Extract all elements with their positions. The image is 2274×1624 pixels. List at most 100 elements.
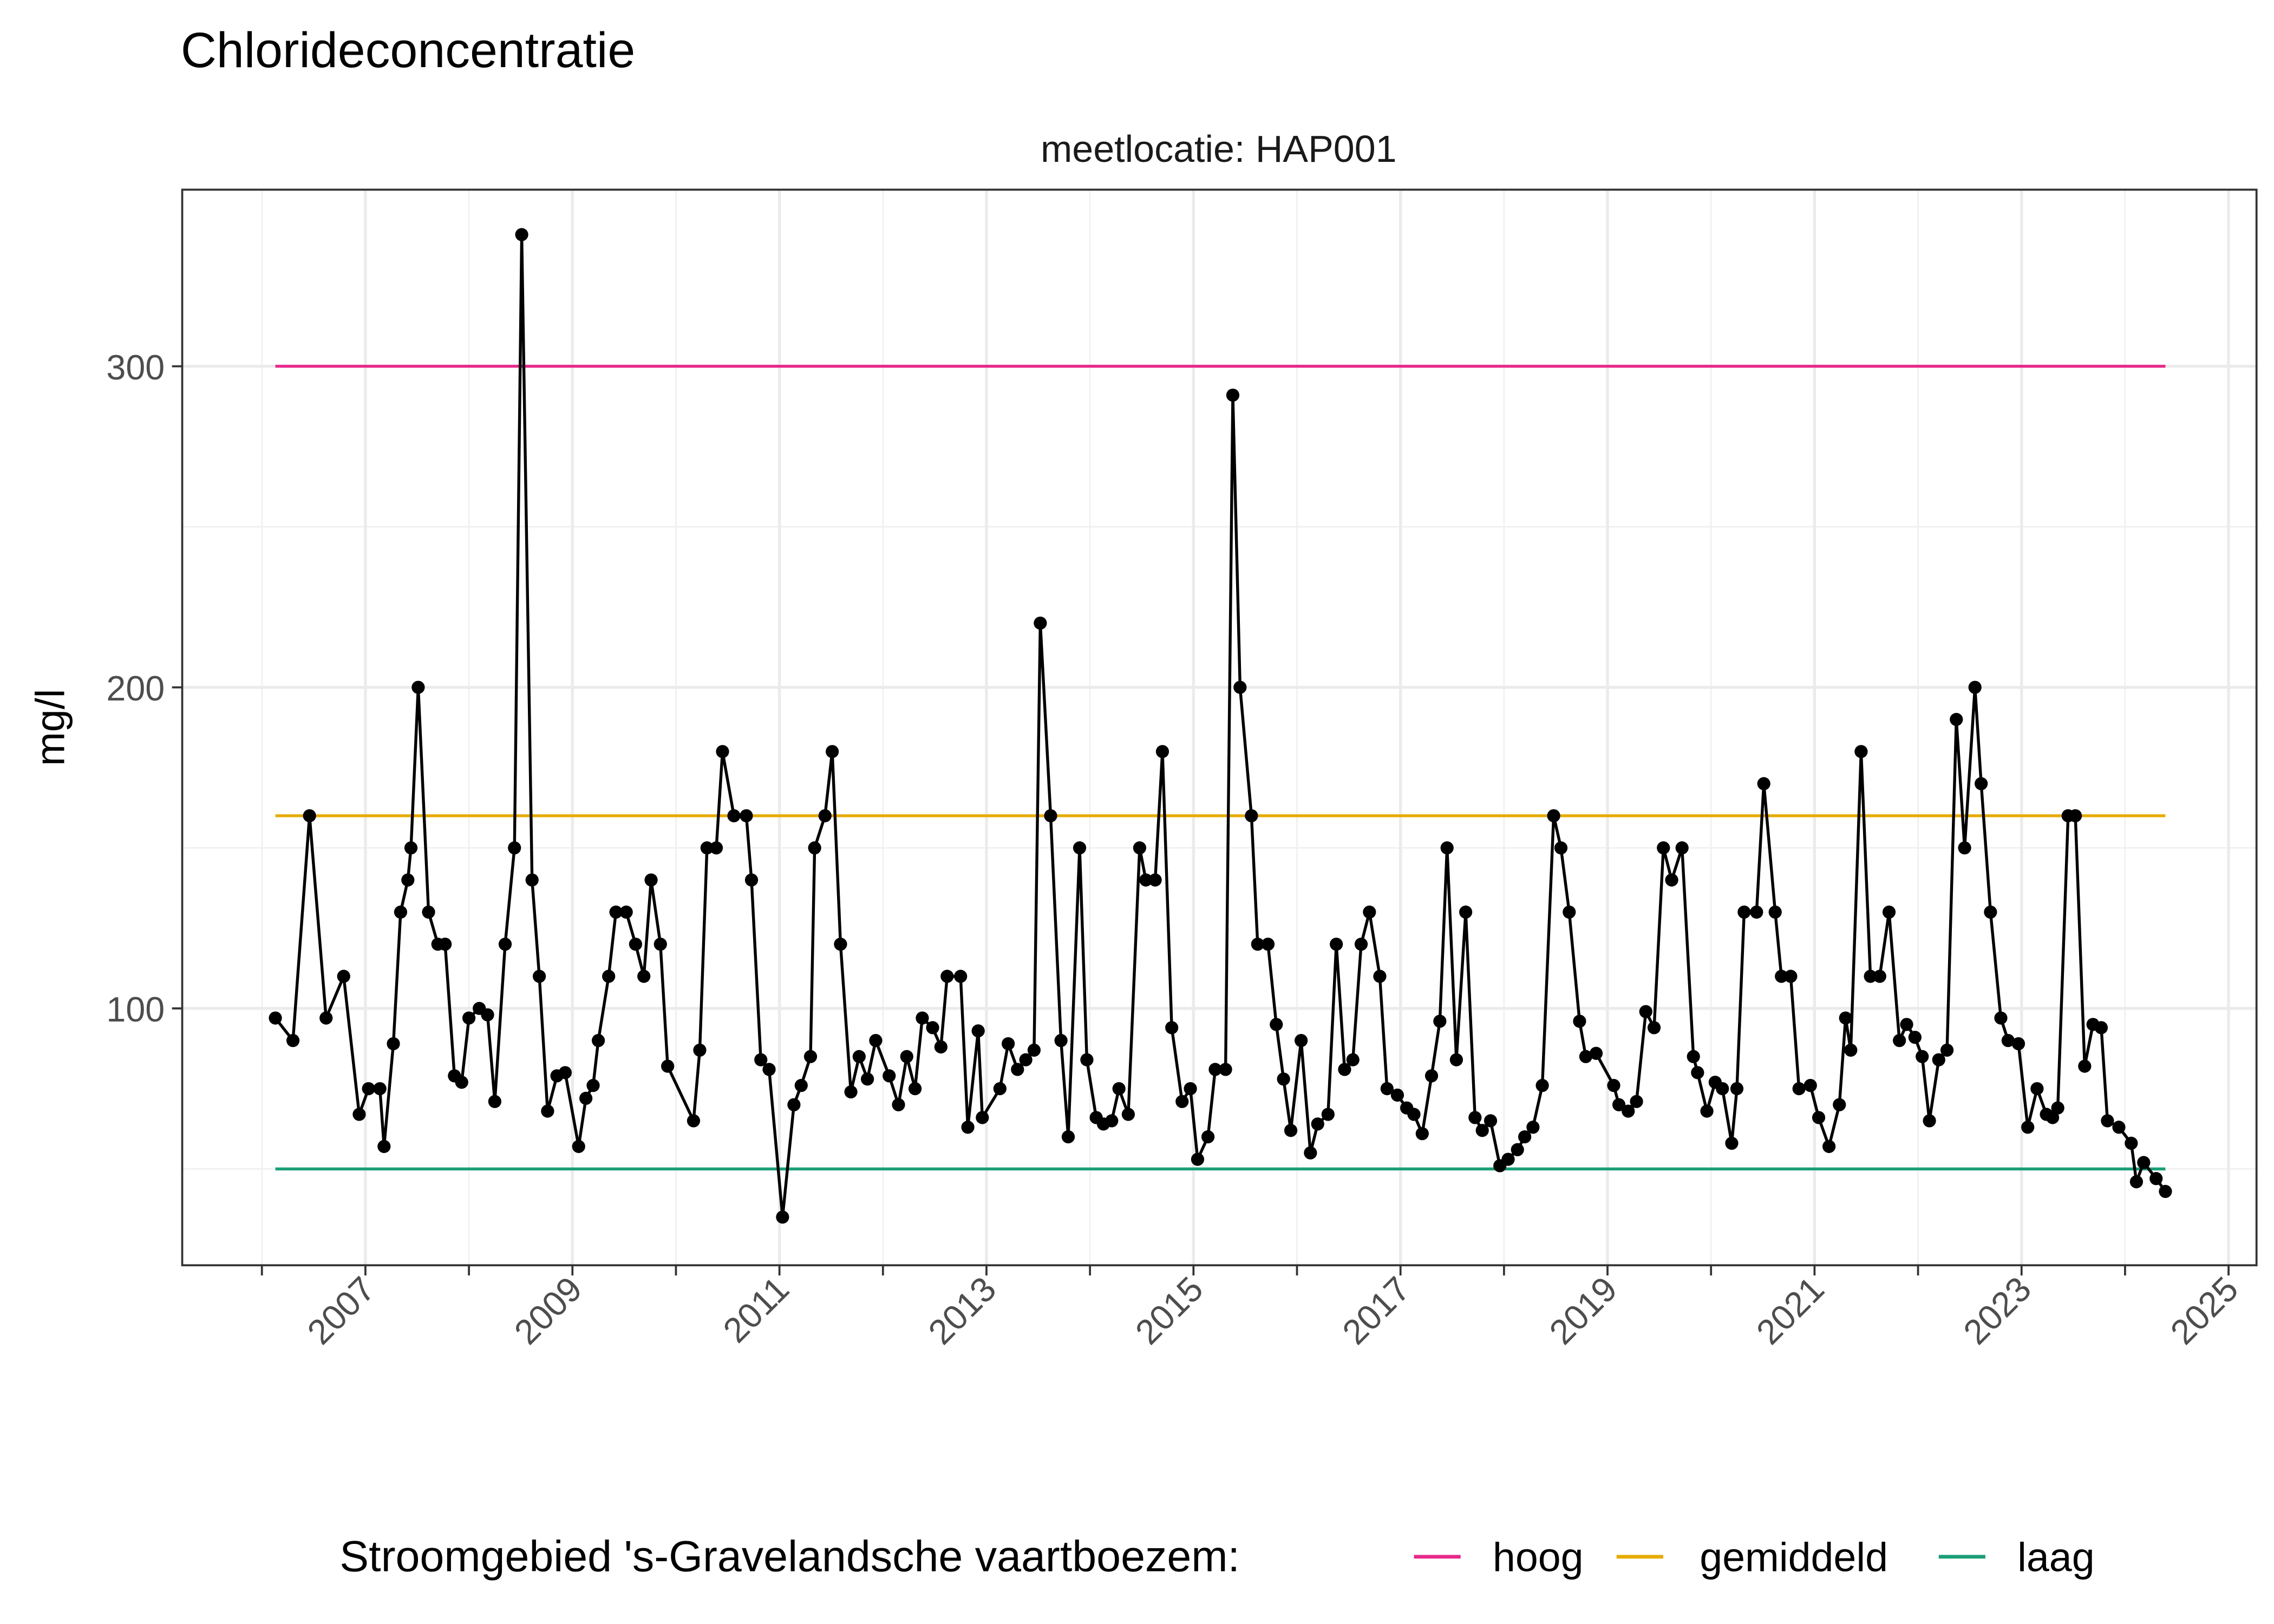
legend-item-hoog: hoog bbox=[1414, 1535, 1584, 1580]
data-point bbox=[976, 1111, 989, 1124]
data-point bbox=[818, 809, 832, 823]
data-point bbox=[1295, 1034, 1308, 1047]
data-point bbox=[515, 228, 528, 241]
data-point bbox=[1665, 873, 1678, 887]
data-point bbox=[455, 1076, 468, 1089]
data-point bbox=[1535, 1079, 1549, 1092]
data-point bbox=[993, 1082, 1007, 1096]
data-point bbox=[2021, 1121, 2035, 1134]
data-point bbox=[1155, 745, 1169, 758]
data-point bbox=[1812, 1111, 1826, 1124]
data-point bbox=[1547, 809, 1560, 823]
data-point bbox=[2101, 1114, 2114, 1128]
data-point bbox=[961, 1121, 975, 1134]
data-point bbox=[362, 1082, 375, 1096]
legend-item-laag: laag bbox=[1938, 1535, 2095, 1580]
data-point bbox=[2046, 1111, 2060, 1124]
data-point bbox=[787, 1098, 801, 1111]
data-point bbox=[776, 1210, 789, 1224]
data-point bbox=[1737, 905, 1751, 919]
data-point bbox=[1893, 1034, 1906, 1047]
data-point bbox=[709, 841, 723, 855]
data-point bbox=[1468, 1111, 1482, 1124]
data-point bbox=[1803, 1079, 1817, 1092]
data-point bbox=[2030, 1082, 2044, 1096]
data-point bbox=[1873, 970, 1886, 983]
x-tick-label: 2007 bbox=[300, 1269, 383, 1352]
data-point bbox=[1175, 1095, 1189, 1108]
data-point bbox=[1622, 1104, 1635, 1118]
data-point bbox=[586, 1079, 600, 1092]
data-point bbox=[794, 1079, 808, 1092]
x-tick-label: 2021 bbox=[1749, 1269, 1832, 1352]
data-point bbox=[1424, 1069, 1439, 1083]
data-point bbox=[498, 938, 512, 951]
x-tick-label: 2011 bbox=[716, 1269, 796, 1350]
data-point bbox=[940, 970, 954, 983]
data-point bbox=[744, 873, 759, 887]
data-point bbox=[1882, 905, 1896, 919]
data-point bbox=[1657, 841, 1670, 855]
data-point bbox=[1277, 1072, 1290, 1086]
data-point bbox=[1839, 1011, 1852, 1025]
data-point bbox=[525, 873, 539, 887]
data-point bbox=[591, 1034, 605, 1047]
data-point bbox=[541, 1104, 554, 1118]
data-point bbox=[762, 1063, 776, 1076]
data-point bbox=[2137, 1156, 2151, 1169]
data-point bbox=[303, 809, 316, 823]
data-point bbox=[1311, 1117, 1324, 1131]
data-point bbox=[1518, 1130, 1532, 1144]
data-point bbox=[1607, 1079, 1620, 1092]
facet-label: meetlocatie: HAP001 bbox=[1041, 128, 1397, 170]
x-axis: 2007 2009 2011 2013 2015 2017 2019 2021 2023 2025 bbox=[260, 1265, 2246, 1352]
data-point bbox=[971, 1024, 985, 1038]
data-point bbox=[602, 970, 616, 983]
data-point bbox=[1554, 841, 1568, 855]
data-point bbox=[1612, 1098, 1626, 1111]
data-point bbox=[2069, 809, 2082, 823]
plot-panel bbox=[181, 188, 2258, 1267]
data-point bbox=[488, 1095, 502, 1108]
data-point bbox=[1579, 1050, 1592, 1063]
data-point bbox=[1380, 1082, 1394, 1096]
data-point bbox=[1407, 1108, 1421, 1121]
data-point bbox=[908, 1082, 922, 1096]
data-point bbox=[572, 1140, 585, 1153]
data-point bbox=[508, 841, 521, 855]
data-point bbox=[1589, 1046, 1603, 1060]
data-point bbox=[2159, 1184, 2172, 1199]
data-point bbox=[2001, 1034, 2015, 1047]
legend: Stroomgebied 's-Gravelandsche vaartboeze… bbox=[339, 1533, 2094, 1581]
data-point bbox=[481, 1008, 494, 1021]
data-point bbox=[1112, 1082, 1126, 1096]
data-point bbox=[1251, 938, 1264, 951]
data-point bbox=[1563, 905, 1576, 919]
data-point bbox=[1675, 841, 1689, 855]
data-point bbox=[286, 1034, 300, 1047]
data-point bbox=[1201, 1130, 1215, 1144]
data-point bbox=[439, 938, 452, 951]
data-point bbox=[462, 1011, 476, 1025]
data-point bbox=[900, 1050, 913, 1063]
data-point bbox=[1105, 1114, 1119, 1128]
x-tick-label: 2009 bbox=[507, 1269, 590, 1352]
data-point bbox=[394, 905, 408, 919]
data-point bbox=[803, 1050, 818, 1063]
data-point bbox=[869, 1034, 883, 1047]
data-point bbox=[579, 1091, 593, 1105]
data-point bbox=[1975, 777, 1988, 790]
data-point bbox=[1184, 1082, 1197, 1096]
data-series bbox=[269, 228, 2172, 1224]
data-point bbox=[883, 1069, 896, 1083]
data-point bbox=[1219, 1063, 1232, 1076]
data-point bbox=[1233, 680, 1247, 694]
data-point bbox=[852, 1050, 866, 1063]
data-point bbox=[916, 1011, 929, 1025]
data-point bbox=[1940, 1043, 1954, 1057]
x-tick-label: 2019 bbox=[1542, 1269, 1625, 1352]
data-point bbox=[2094, 1021, 2108, 1034]
data-point bbox=[1226, 388, 1240, 402]
data-point bbox=[1011, 1063, 1024, 1076]
